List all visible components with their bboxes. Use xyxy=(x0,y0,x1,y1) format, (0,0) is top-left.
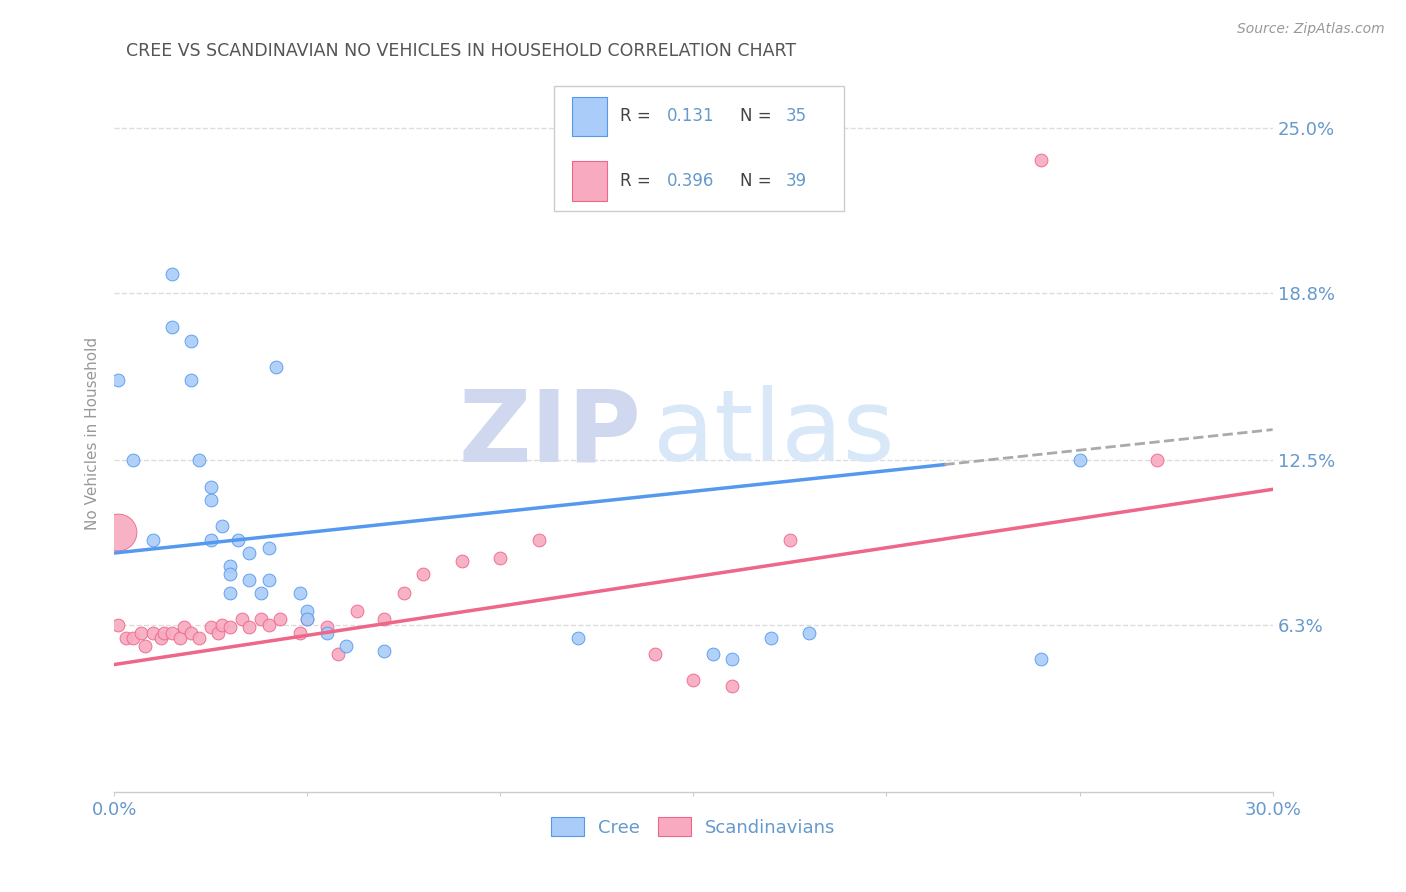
Point xyxy=(373,644,395,658)
Point xyxy=(297,612,319,626)
Point xyxy=(721,652,744,666)
Y-axis label: No Vehicles in Household: No Vehicles in Household xyxy=(86,337,100,530)
Text: atlas: atlas xyxy=(652,385,894,482)
Point xyxy=(134,639,156,653)
Point xyxy=(180,625,202,640)
Point xyxy=(489,551,512,566)
Point xyxy=(257,541,280,555)
Point xyxy=(297,612,319,626)
Point xyxy=(200,620,222,634)
Point xyxy=(328,647,350,661)
Text: N =: N = xyxy=(740,107,772,126)
Point xyxy=(257,617,280,632)
Text: Source: ZipAtlas.com: Source: ZipAtlas.com xyxy=(1237,22,1385,37)
Point xyxy=(180,334,202,348)
Point xyxy=(231,612,253,626)
Point xyxy=(142,625,165,640)
Point xyxy=(759,631,782,645)
Point xyxy=(288,625,311,640)
Point xyxy=(200,492,222,507)
Text: 0.396: 0.396 xyxy=(666,172,714,190)
Point xyxy=(122,453,145,467)
Bar xyxy=(572,161,606,201)
Point xyxy=(721,679,744,693)
Point xyxy=(266,360,288,375)
Point xyxy=(297,604,319,618)
Point xyxy=(188,453,211,467)
Point xyxy=(412,567,434,582)
Point xyxy=(107,617,129,632)
Point xyxy=(799,625,821,640)
Text: CREE VS SCANDINAVIAN NO VEHICLES IN HOUSEHOLD CORRELATION CHART: CREE VS SCANDINAVIAN NO VEHICLES IN HOUS… xyxy=(125,42,796,60)
Point xyxy=(173,620,195,634)
Text: R =: R = xyxy=(620,107,651,126)
Point xyxy=(644,647,666,661)
Legend: Cree, Scandinavians: Cree, Scandinavians xyxy=(544,810,842,844)
Point xyxy=(160,625,183,640)
Point xyxy=(238,573,260,587)
Bar xyxy=(572,96,606,136)
Point xyxy=(153,625,176,640)
Point xyxy=(211,519,233,533)
Point xyxy=(315,620,337,634)
Point xyxy=(149,631,172,645)
Point xyxy=(450,554,472,568)
Point xyxy=(180,374,202,388)
Point xyxy=(207,625,229,640)
Point xyxy=(238,620,260,634)
Point xyxy=(142,533,165,547)
Point xyxy=(682,673,704,688)
Point xyxy=(257,573,280,587)
Point xyxy=(122,631,145,645)
Point xyxy=(211,617,233,632)
FancyBboxPatch shape xyxy=(554,86,844,211)
Point xyxy=(200,480,222,494)
Point xyxy=(373,612,395,626)
Point xyxy=(169,631,191,645)
Point xyxy=(702,647,724,661)
Point xyxy=(250,586,273,600)
Point xyxy=(219,567,242,582)
Point xyxy=(160,320,183,334)
Point xyxy=(160,268,183,282)
Point xyxy=(238,546,260,560)
Point xyxy=(779,533,801,547)
Point xyxy=(288,586,311,600)
Point xyxy=(1069,453,1091,467)
Text: 39: 39 xyxy=(786,172,807,190)
Point xyxy=(1146,453,1168,467)
Point xyxy=(114,631,136,645)
Point xyxy=(219,586,242,600)
Point xyxy=(219,620,242,634)
Point xyxy=(392,586,415,600)
Point xyxy=(107,524,129,539)
Text: N =: N = xyxy=(740,172,772,190)
Point xyxy=(188,631,211,645)
Point xyxy=(315,625,337,640)
Text: 35: 35 xyxy=(786,107,807,126)
Point xyxy=(346,604,368,618)
Point xyxy=(129,625,152,640)
Point xyxy=(250,612,273,626)
Point xyxy=(567,631,589,645)
Text: 0.131: 0.131 xyxy=(666,107,714,126)
Point xyxy=(1029,153,1052,168)
Text: R =: R = xyxy=(620,172,651,190)
Point xyxy=(226,533,249,547)
Point xyxy=(200,533,222,547)
Point xyxy=(335,639,357,653)
Text: ZIP: ZIP xyxy=(458,385,641,482)
Point xyxy=(107,374,129,388)
Point xyxy=(269,612,291,626)
Point xyxy=(219,559,242,574)
Point xyxy=(1029,652,1052,666)
Point xyxy=(527,533,550,547)
